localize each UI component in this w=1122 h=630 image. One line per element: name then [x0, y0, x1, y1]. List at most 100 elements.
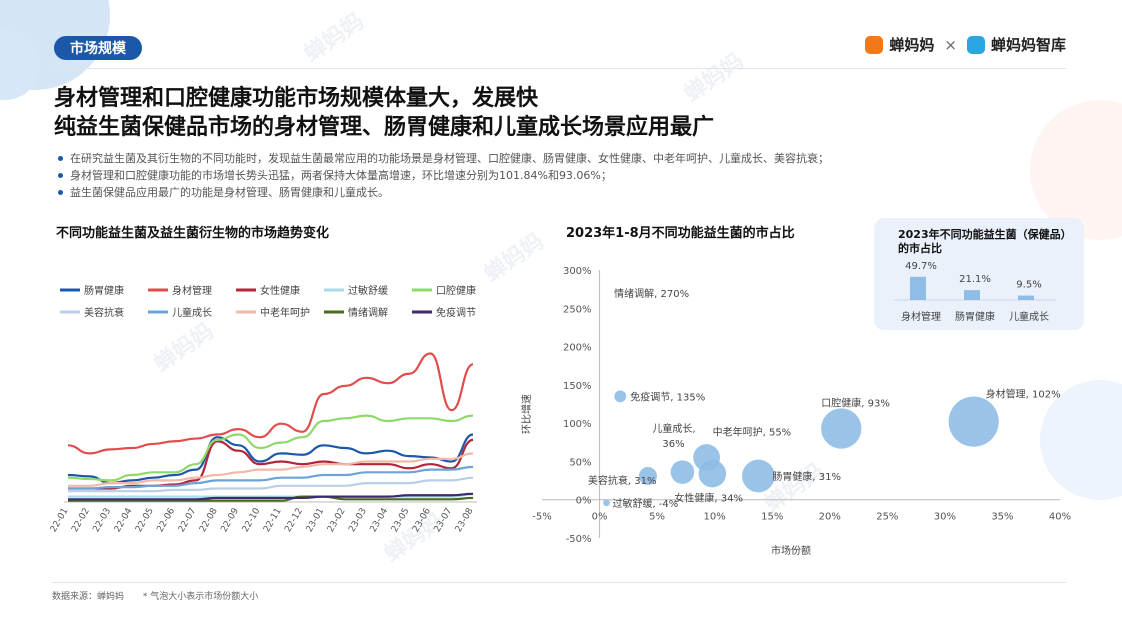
bubble-label: 中老年呵护, 55%: [713, 426, 792, 439]
x-tick-label: 23-05: [390, 507, 412, 535]
bullet-item: 身材管理和口腔健康功能的市场增长势头迅猛，两者保持大体量高增速，环比增速分别为1…: [56, 167, 829, 184]
inset-chart-title: 2023年不同功能益生菌（保健品）的市占比: [898, 228, 1067, 255]
y-tick-label: 200%: [563, 343, 592, 354]
legend-label: 肠胃健康: [84, 284, 124, 297]
title-line-1: 身材管理和口腔健康功能市场规模体量大，发展快: [54, 86, 539, 111]
bubble-point: [698, 459, 727, 488]
bubble-label: 免疫调节, 135%: [630, 390, 705, 403]
bubble-label: 情绪调解, 270%: [614, 287, 689, 300]
x-tick-label: 23-07: [433, 507, 455, 535]
y-tick-label: 0%: [576, 496, 592, 507]
series-line: [68, 476, 474, 493]
legend-label: 儿童成长: [172, 306, 212, 319]
x-tick-label: 22-11: [262, 507, 284, 535]
legend-label: 中老年呵护: [260, 306, 310, 319]
footer-divider: [52, 582, 1066, 583]
bubble-label: 女性健康, 34%: [674, 492, 743, 505]
bubble-label: 儿童成长,: [652, 422, 695, 435]
x-tick-label: 22-01: [49, 507, 71, 535]
x-tick-label: 22-05: [134, 507, 156, 535]
logo-left-text: 蝉妈妈: [889, 36, 935, 54]
x-tick-label: 22-02: [70, 507, 92, 535]
logo-group: 蝉妈妈 × 蝉妈妈智库: [865, 34, 1066, 55]
x-tick-label: 23-06: [411, 506, 433, 534]
x-tick-label: 23-03: [347, 507, 369, 535]
y-tick-label: 50%: [569, 457, 591, 468]
x-tick-label: 20%: [819, 512, 841, 523]
section-tag: 市场规模: [54, 36, 142, 60]
series-line: [68, 492, 474, 501]
x-tick-label: 25%: [876, 512, 898, 523]
x-tick-label: 22-06: [155, 506, 177, 534]
x-tick-label: 22-09: [219, 506, 241, 534]
footer-note: * 气泡大小表示市场份额大小: [142, 592, 259, 602]
bar-category-label: 身材管理: [901, 310, 941, 323]
y-tick-label: 250%: [563, 304, 592, 315]
y-tick-label: -50%: [566, 534, 592, 545]
bubble-point: [821, 408, 862, 449]
bar: [1018, 295, 1034, 300]
logo-separator: ×: [944, 35, 957, 54]
chanmama-logo-icon: [865, 35, 884, 54]
x-tick-label: 0%: [592, 512, 608, 523]
x-tick-label: 23-02: [326, 507, 348, 535]
header-divider: [52, 68, 1066, 69]
legend-label: 身材管理: [172, 284, 212, 297]
legend-label: 女性健康: [260, 284, 300, 297]
zhiku-logo-icon: [966, 35, 985, 54]
series-line: [67, 414, 474, 482]
x-tick-label: 23-01: [305, 507, 327, 535]
bubble-label: 过敏舒缓, -4%: [612, 497, 678, 510]
series-line: [68, 465, 474, 490]
x-tick-label: 23-04: [369, 506, 391, 534]
bar-value-label: 49.7%: [905, 261, 937, 272]
footer-source: 数据来源：蝉妈妈: [52, 592, 125, 602]
series-line: [68, 492, 474, 498]
x-tick-label: 22-10: [241, 506, 263, 534]
bar-category-label: 肠胃健康: [955, 310, 995, 323]
series-line: [68, 495, 474, 502]
bubble-chart-title: 2023年1-8月不同功能益生菌的市占比: [566, 226, 795, 241]
x-tick-label: -5%: [532, 512, 551, 523]
x-tick-label: 10%: [704, 512, 726, 523]
series-line: [67, 433, 474, 485]
bubble-label: 口腔健康, 93%: [821, 397, 890, 410]
legend-label: 口腔健康: [436, 284, 476, 297]
inset-bar-chart: 49.7% 身材管理 21.1% 肠胃健康 9.5% 儿童成长: [894, 261, 1056, 323]
title-line-2: 纯益生菌保健品市场的身材管理、肠胃健康和儿童成长场景应用最广: [54, 115, 715, 140]
bullet-item: 在研究益生菌及其衍生物的不同功能时，发现益生菌最常应用的功能场景是身材管理、口腔…: [56, 150, 829, 167]
bar-category-label: 儿童成长: [1009, 310, 1049, 323]
legend-label: 美容抗衰: [84, 306, 124, 319]
x-tick-label: 40%: [1049, 512, 1071, 523]
series-line: [68, 438, 474, 490]
watermark: 蝉妈妈: [300, 8, 369, 68]
x-tick-label: 35%: [991, 512, 1013, 523]
legend-label: 过敏舒缓: [348, 284, 388, 297]
series-line: [67, 352, 474, 455]
bubble-label: 身材管理, 102%: [986, 388, 1061, 401]
bubble-chart: -5% 0% 5% 10% 15% 20% 25% 30% 35% 40%-50%0%50%100…: [520, 266, 1071, 557]
bubble-point: [614, 390, 627, 403]
x-tick-label: 22-12: [283, 507, 305, 535]
inset-panel: [874, 218, 1084, 330]
x-tick-label: 22-03: [91, 507, 113, 535]
bar: [964, 290, 980, 300]
x-tick-label: 22-08: [198, 506, 220, 534]
legend-label: 免疫调节: [436, 306, 476, 319]
series-line: [68, 452, 474, 487]
y-tick-label: 300%: [563, 266, 592, 277]
bullet-item: 益生菌保健品应用最广的功能是身材管理、肠胃健康和儿童成长。: [56, 184, 829, 201]
x-tick-label: 30%: [934, 512, 956, 523]
y-tick-label: 150%: [563, 381, 592, 392]
bubble-point: [638, 466, 657, 485]
bubble-point: [742, 459, 775, 493]
bubble-label: 肠胃健康, 31%: [772, 470, 841, 483]
bar-value-label: 21.1%: [959, 274, 991, 285]
x-tick-label: 5%: [649, 512, 665, 523]
bubble-point: [670, 460, 695, 484]
bar: [910, 276, 926, 300]
footer: 数据来源：蝉妈妈 * 气泡大小表示市场份额大小: [52, 589, 258, 602]
bullet-list: 在研究益生菌及其衍生物的不同功能时，发现益生菌最常应用的功能场景是身材管理、口腔…: [56, 150, 829, 201]
y-tick-label: 100%: [563, 419, 592, 430]
